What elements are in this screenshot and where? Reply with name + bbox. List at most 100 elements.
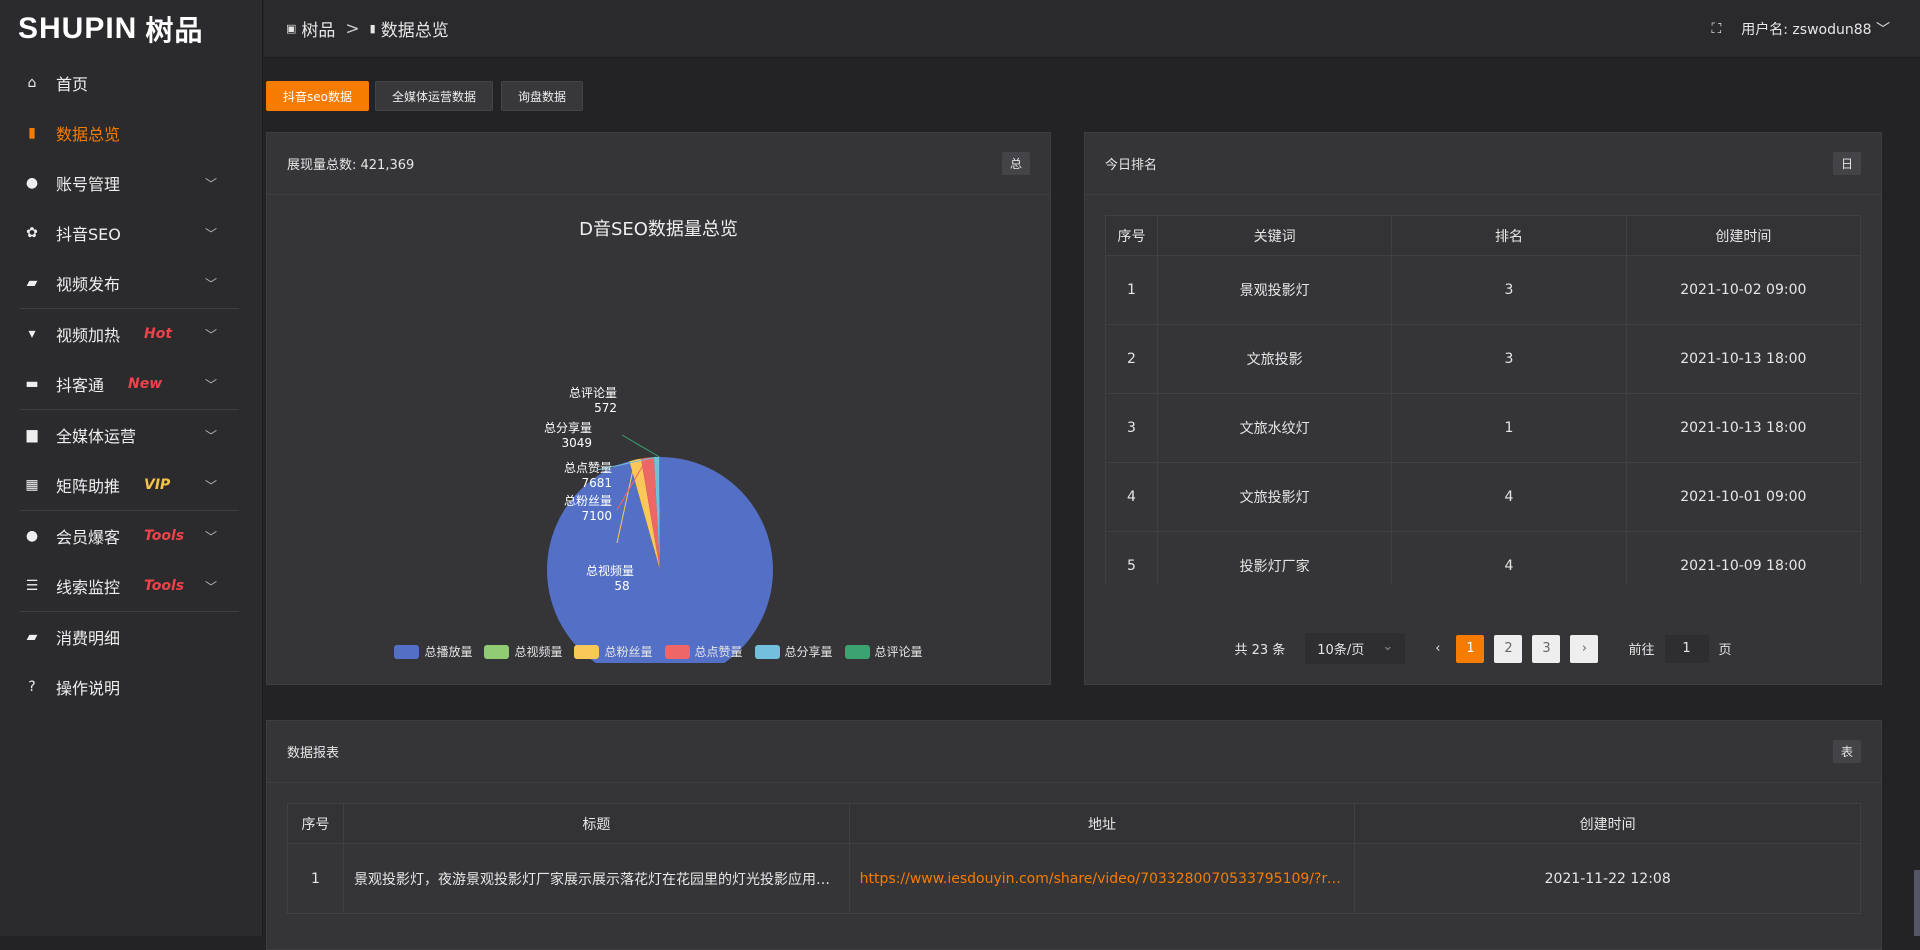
rank-card: 今日排名日 序号 关键词 排名 创建时间 1 景观投影灯 3 2021-10-02 09:00… (1084, 132, 1882, 685)
page-1[interactable]: 1 (1456, 634, 1485, 663)
chevron-down-icon: ﹀ (204, 327, 217, 342)
nav-divider (20, 510, 239, 511)
table-cell: 2021-10-13 18:00 (1625, 393, 1862, 463)
sidebar-item-label: 数据总览 (56, 125, 121, 144)
column-header: 序号 (1105, 215, 1158, 256)
chat-icon: ▬ (25, 376, 39, 392)
sidebar-item[interactable]: ▰ 消费明细 (0, 612, 262, 662)
goto-input[interactable]: 1 (1664, 634, 1709, 663)
user-menu[interactable]: 用户名: zswodun88 ﹀ (1741, 19, 1890, 39)
sidebar-item[interactable]: ● 账号管理 ﹀ (0, 158, 262, 208)
table-cell: 2021-11-22 12:08 (1354, 843, 1861, 914)
video-link[interactable]: https://www.iesdouyin.com/share/video/70… (848, 843, 1356, 914)
table-cell: 投影灯厂家 (1156, 531, 1393, 585)
sidebar-item[interactable]: ▬ 抖客通 New ﹀ (0, 359, 262, 409)
table-cell: 2021-10-13 18:00 (1625, 324, 1862, 394)
sidebar-badge: VIP (144, 477, 171, 493)
column-header: 创建时间 (1354, 803, 1861, 844)
prev-page-button[interactable]: ‹ (1435, 641, 1441, 656)
sidebar-item[interactable]: ▾ 视频加热 Hot ﹀ (0, 309, 262, 359)
legend-label: 总点赞量 (694, 645, 743, 659)
pie-slice[interactable] (641, 457, 660, 570)
sidebar-item[interactable]: ⌂ 首页 (0, 58, 262, 108)
sidebar-item-label: 视频发布 (56, 275, 121, 294)
scrollbar[interactable] (1914, 870, 1920, 936)
table-cell: 1 (1391, 393, 1627, 463)
total-count: 共 23 条 (1234, 643, 1286, 658)
sidebar-item-label: 线索监控 (56, 578, 121, 597)
legend-swatch (394, 644, 420, 659)
legend-label: 总分享量 (784, 645, 833, 659)
card-title: 今日排名 (1105, 158, 1158, 173)
slice-label: 总粉丝量 7100 (564, 494, 612, 523)
pie-slice[interactable] (547, 457, 773, 663)
legend-item[interactable]: 总评论量 (844, 643, 923, 660)
card-title: 数据报表 (287, 746, 340, 761)
logo[interactable]: SHUPIN 树品 (0, 0, 262, 58)
fullscreen-icon[interactable]: ⛶ (1711, 20, 1722, 37)
table-cell: 2 (1105, 324, 1158, 394)
sidebar-item[interactable]: ▆ 全媒体运营 ﹀ (0, 410, 262, 460)
legend-item[interactable]: 总播放量 (394, 643, 472, 660)
breadcrumb-item[interactable]: 树品 (301, 21, 336, 41)
sidebar-item-label: 视频加热 (56, 326, 121, 345)
sidebar-item-label: 抖客通 (56, 376, 105, 395)
legend-item[interactable]: 总粉丝量 (574, 643, 653, 660)
table-row[interactable]: 2 文旅投影 3 2021-10-13 18:00 (1105, 324, 1862, 394)
table-cell: 1 (1105, 255, 1158, 325)
sidebar-item-label: 账号管理 (56, 175, 121, 194)
total-tag[interactable]: 总 (1001, 152, 1030, 175)
table-row[interactable]: 3 文旅水纹灯 1 2021-10-13 18:00 (1105, 393, 1862, 463)
table-tag[interactable]: 表 (1832, 740, 1861, 763)
chart-title: D音SEO数据量总览 (579, 219, 738, 240)
chevron-down-icon: ﹀ (204, 377, 217, 392)
table-cell: 景观投影灯 (1156, 255, 1393, 325)
legend-item[interactable]: 总分享量 (754, 643, 833, 660)
sidebar-item[interactable]: ● 会员爆客 Tools ﹀ (0, 511, 262, 561)
wallet-icon: ▰ (26, 629, 38, 645)
breadcrumb-current: 数据总览 (380, 21, 449, 41)
chevron-down-icon: ﹀ (204, 276, 217, 291)
legend-swatch (844, 644, 870, 659)
sidebar-item[interactable]: ▦ 矩阵助推 VIP ﹀ (0, 460, 262, 510)
table-cell: 3 (1391, 255, 1627, 325)
table-cell: 文旅水纹灯 (1156, 393, 1393, 463)
page-2[interactable]: 2 (1494, 634, 1523, 663)
sidebar-item[interactable]: ? 操作说明 (0, 662, 262, 712)
day-tag[interactable]: 日 (1832, 152, 1861, 175)
tab-inquiry[interactable]: 询盘数据 (501, 81, 584, 111)
sidebar-item[interactable]: ✿ 抖音SEO ﹀ (0, 208, 262, 258)
chevron-down-icon: ﹀ (204, 579, 217, 594)
pie-slice[interactable] (653, 457, 660, 570)
column-header: 标题 (343, 803, 850, 844)
pie-slice[interactable] (629, 458, 660, 570)
slice-label: 总点赞量 7681 (564, 461, 612, 490)
desktop-icon: ▆ (26, 427, 38, 443)
table-row[interactable]: 5 投影灯厂家 4 2021-10-09 18:00 (1105, 531, 1862, 585)
page-unit: 页 (1718, 643, 1732, 658)
next-page-button[interactable]: › (1570, 634, 1599, 663)
tab-all-media[interactable]: 全媒体运营数据 (375, 81, 494, 111)
page-size-select[interactable]: 10条/页 ⌄ (1305, 633, 1406, 664)
pie-slice[interactable] (629, 461, 660, 570)
column-header: 关键词 (1156, 215, 1393, 256)
legend-swatch (574, 644, 600, 659)
report-card: 数据报表表 序号 标题 地址 创建时间 1 景观投影灯，夜游景观投影灯厂家展示展示落花灯在… (266, 720, 1882, 950)
sidebar-item[interactable]: ▰ 视频发布 ﹀ (0, 258, 262, 308)
table-row[interactable]: 1 景观投影灯 3 2021-10-02 09:00 (1105, 255, 1862, 325)
gear-icon: ✿ (26, 225, 38, 241)
sidebar-badge: Hot (144, 326, 173, 342)
table-row[interactable]: 1 景观投影灯，夜游景观投影灯厂家展示展示落花灯在花园里的灯光投影应用效果 # ht… (287, 843, 1861, 914)
tab-douyin-seo[interactable]: 抖音seo数据 (266, 81, 369, 111)
sidebar-item[interactable]: ▮ 数据总览 (0, 108, 262, 158)
pagination: 共 23 条 10条/页 ⌄ ‹ 1 2 3 › 前往 1 页 (1085, 633, 1881, 664)
chevron-down-icon: ﹀ (204, 176, 217, 191)
table-row[interactable]: 4 文旅投影灯 4 2021-10-01 09:00 (1105, 462, 1862, 532)
sidebar-item[interactable]: ☰ 线索监控 Tools ﹀ (0, 561, 262, 611)
legend-item[interactable]: 总视频量 (484, 643, 562, 660)
chevron-down-icon: ﹀ (204, 428, 217, 443)
column-header: 地址 (848, 803, 1356, 844)
home-icon: ⌂ (27, 75, 37, 91)
legend-item[interactable]: 总点赞量 (664, 643, 743, 660)
page-3[interactable]: 3 (1532, 634, 1561, 663)
